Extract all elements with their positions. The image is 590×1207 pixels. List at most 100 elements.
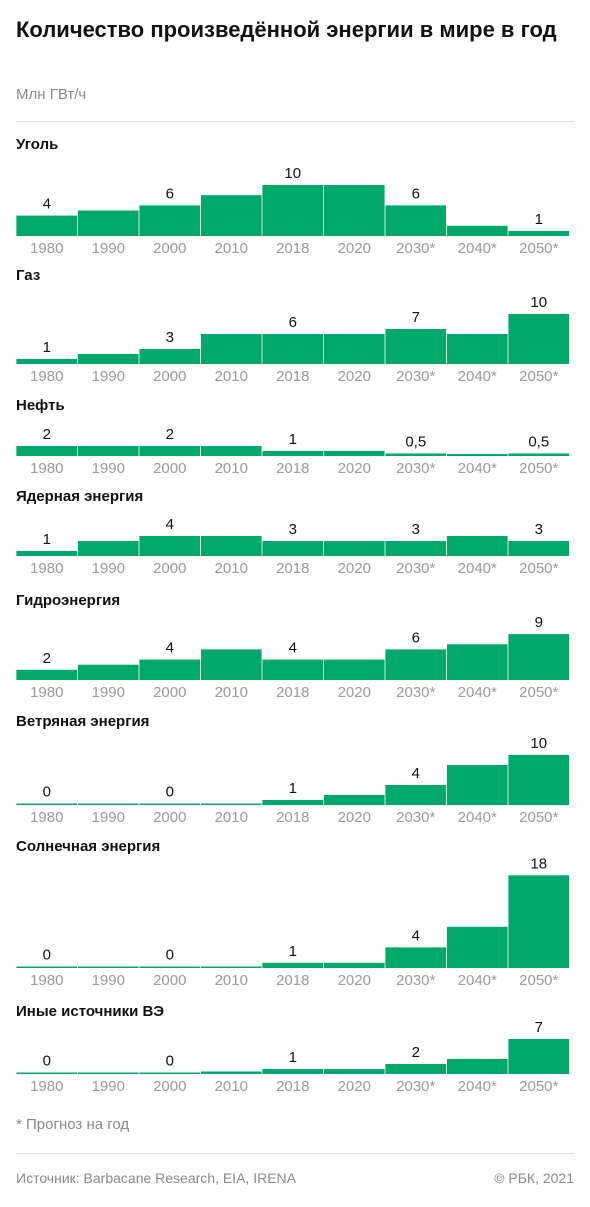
bar	[385, 329, 447, 364]
bar	[77, 1072, 139, 1074]
x-tick-label: 2020	[338, 368, 371, 385]
x-tick-label: 2020	[338, 1078, 371, 1095]
x-tick-label: 2000	[153, 560, 186, 577]
x-tick-label: 2040*	[458, 368, 497, 385]
bar	[77, 966, 139, 968]
data-label: 1	[43, 531, 51, 548]
chart-title: Нефть	[16, 397, 65, 414]
data-label: 4	[412, 927, 420, 944]
bar	[139, 659, 201, 680]
bar	[200, 649, 262, 680]
data-label: 3	[166, 329, 174, 346]
x-tick-label: 2018	[276, 972, 309, 989]
data-label: 18	[530, 855, 547, 872]
bar	[77, 541, 139, 556]
bar	[385, 785, 447, 805]
data-label: 9	[535, 614, 543, 631]
x-tick-label: 2000	[153, 1078, 186, 1095]
data-label: 4	[166, 516, 174, 533]
bar-chart: 2 1980 1990 2 2000 2010 1 2018 2020 0,5 2030* 2040*…	[16, 426, 570, 477]
bar	[200, 966, 262, 968]
bar-chart: 2 1980 1990 4 2000 2010 4 2018 2020 6 2030* 2040* 9 2…	[16, 614, 570, 701]
data-label: 10	[530, 735, 547, 752]
bar	[200, 1071, 262, 1074]
data-label: 1	[43, 339, 51, 356]
bar	[139, 446, 201, 456]
bar	[200, 195, 262, 236]
x-tick-label: 2000	[153, 809, 186, 826]
x-tick-label: 2010	[215, 460, 248, 477]
bar	[323, 451, 385, 456]
bar-chart: 1 1980 1990 3 2000 2010 6 2018 2020 7 2030* 2040* 10…	[16, 294, 570, 385]
bar	[385, 453, 447, 456]
bar	[508, 875, 570, 968]
data-label: 0	[166, 784, 174, 801]
bar	[262, 334, 324, 364]
bar	[446, 765, 508, 805]
x-tick-label: 2018	[276, 368, 309, 385]
bar	[139, 803, 201, 805]
x-tick-label: 2000	[153, 460, 186, 477]
bar	[446, 225, 508, 236]
bar	[446, 926, 508, 968]
chart-title: Газ	[16, 267, 41, 284]
bar	[77, 210, 139, 236]
bar	[508, 1039, 570, 1074]
x-tick-label: 2020	[338, 240, 371, 257]
bar	[508, 634, 570, 680]
data-label: 3	[412, 521, 420, 538]
bar-chart: 1 1980 1990 4 2000 2010 3 2018 2020 3 2030* 2040* 3 2…	[16, 516, 570, 577]
x-tick-label: 2040*	[458, 560, 497, 577]
x-tick-label: 1990	[92, 460, 125, 477]
bar	[16, 966, 78, 968]
bar	[16, 1072, 78, 1074]
footnote: * Прогноз на год	[16, 1116, 130, 1133]
bar	[262, 800, 324, 805]
bar	[262, 962, 324, 968]
data-label: 7	[535, 1019, 543, 1036]
x-tick-label: 2030*	[396, 368, 435, 385]
bar	[323, 962, 385, 968]
x-tick-label: 2040*	[458, 460, 497, 477]
x-tick-label: 1980	[30, 368, 63, 385]
bar	[77, 354, 139, 364]
x-tick-label: 2030*	[396, 460, 435, 477]
chart-title: Ветряная энергия	[16, 713, 150, 730]
data-label: 0,5	[528, 434, 549, 451]
data-label: 2	[166, 426, 174, 443]
x-tick-label: 2018	[276, 240, 309, 257]
data-label: 2	[43, 426, 51, 443]
x-tick-label: 1990	[92, 560, 125, 577]
x-tick-label: 1980	[30, 972, 63, 989]
bar	[508, 755, 570, 805]
x-tick-label: 2040*	[458, 684, 497, 701]
bar	[16, 551, 78, 556]
data-label: 4	[289, 640, 297, 657]
x-tick-label: 2020	[338, 684, 371, 701]
data-label: 3	[535, 521, 543, 538]
bar	[323, 1069, 385, 1074]
bar	[446, 644, 508, 680]
bar	[385, 649, 447, 680]
x-tick-label: 1980	[30, 560, 63, 577]
bar	[508, 230, 570, 236]
x-tick-label: 1990	[92, 240, 125, 257]
x-tick-label: 2040*	[458, 972, 497, 989]
units-label: Млн ГВт/ч	[16, 86, 87, 103]
x-tick-label: 2050*	[519, 368, 558, 385]
bar	[446, 454, 508, 456]
x-tick-label: 2050*	[519, 560, 558, 577]
x-tick-label: 2000	[153, 684, 186, 701]
bar-chart: 0 1980 1990 0 2000 2010 1 2018 2020 4 2030* 2040* 10…	[16, 735, 570, 826]
x-tick-label: 2040*	[458, 809, 497, 826]
data-label: 4	[43, 196, 51, 213]
data-label: 3	[289, 521, 297, 538]
data-label: 4	[412, 765, 420, 782]
bar	[16, 215, 78, 236]
x-tick-label: 2018	[276, 684, 309, 701]
source-note: Источник: Barbacane Research, EIA, IRENA	[16, 1170, 296, 1186]
copyright: © РБК, 2021	[494, 1170, 574, 1186]
x-tick-label: 2040*	[458, 240, 497, 257]
bar	[323, 541, 385, 556]
bar	[262, 185, 324, 236]
